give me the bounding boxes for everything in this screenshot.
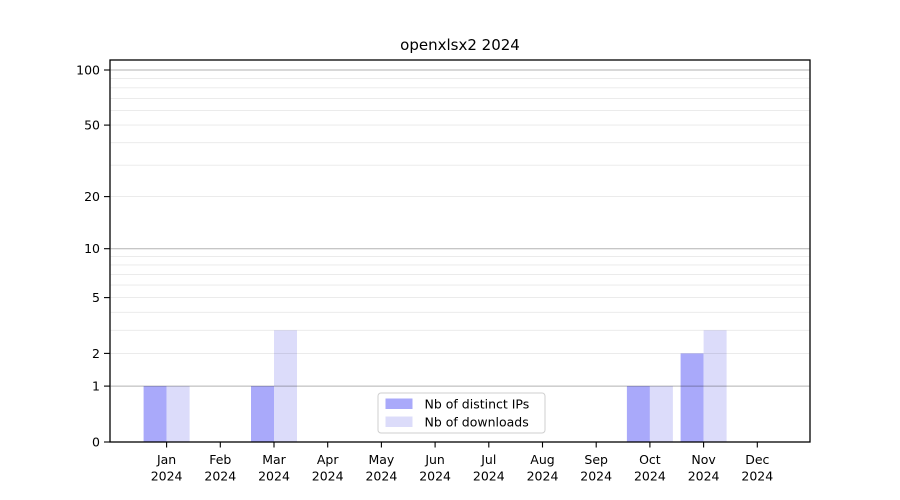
x-tick-label: Jul 2024 <box>473 452 505 484</box>
x-tick-year: 2024 <box>365 469 397 484</box>
y-tick-label: 1 <box>92 379 100 394</box>
y-tick-label: 10 <box>84 241 100 256</box>
x-tick-month: Oct <box>639 452 661 467</box>
chart-title: openxlsx2 2024 <box>400 36 520 54</box>
bar-nb-of-downloads-oct <box>649 386 673 442</box>
x-tick-month: Nov <box>691 452 716 467</box>
bar-nb-of-distinct-ips-mar <box>251 386 274 442</box>
y-tick-label: 100 <box>76 62 100 77</box>
x-tick-label: Nov 2024 <box>688 452 720 484</box>
x-tick-month: Jul <box>480 452 496 467</box>
y-axis: 0 1 2 5 10 20 50 100 <box>76 62 110 449</box>
x-tick-year: 2024 <box>258 469 290 484</box>
x-tick-month: Mar <box>262 452 286 467</box>
x-tick-label: Aug 2024 <box>527 452 559 484</box>
x-tick-month: Jun <box>424 452 445 467</box>
x-tick-month: May <box>368 452 394 467</box>
x-tick-month: Aug <box>530 452 554 467</box>
x-tick-label: Sep 2024 <box>580 452 612 484</box>
x-tick-year: 2024 <box>204 469 236 484</box>
x-tick-year: 2024 <box>312 469 344 484</box>
legend-swatch-nb-of-downloads <box>385 416 413 427</box>
bar-nb-of-downloads-jan <box>166 386 190 442</box>
gridlines-group <box>110 69 810 387</box>
plot-border <box>109 59 811 443</box>
bar-nb-of-distinct-ips-nov <box>680 353 704 442</box>
x-tick-label: Feb 2024 <box>204 452 236 484</box>
bar-nb-of-distinct-ips-jan <box>143 386 167 442</box>
legend-box <box>377 392 546 434</box>
x-tick-month: Apr <box>317 452 339 467</box>
x-tick-label: Dec 2024 <box>741 452 773 484</box>
legend-swatch-nb-of-distinct-ips <box>385 398 413 409</box>
legend: Nb of distinct IPs Nb of downloads <box>377 392 546 434</box>
y-tick-label: 2 <box>92 346 100 361</box>
x-tick-label: Apr 2024 <box>312 452 344 484</box>
x-axis: Jan 2024 Feb 2024 Mar 2024 Apr 2024 May 2024 Jun 20… <box>151 442 773 484</box>
x-tick-year: 2024 <box>741 469 773 484</box>
x-tick-label: Jan 2024 <box>151 452 183 484</box>
x-tick-year: 2024 <box>634 469 666 484</box>
x-tick-year: 2024 <box>580 469 612 484</box>
x-tick-year: 2024 <box>688 469 720 484</box>
bar-nb-of-distinct-ips-oct <box>626 386 650 442</box>
y-tick-label: 0 <box>92 434 100 449</box>
x-tick-label: Mar 2024 <box>258 452 290 484</box>
x-tick-year: 2024 <box>527 469 559 484</box>
x-tick-month: Feb <box>209 452 231 467</box>
x-tick-label: Jun 2024 <box>419 452 451 484</box>
legend-label: Nb of downloads <box>425 415 529 430</box>
x-tick-month: Dec <box>745 452 769 467</box>
x-tick-year: 2024 <box>151 469 183 484</box>
x-tick-year: 2024 <box>419 469 451 484</box>
y-tick-label: 20 <box>84 189 100 204</box>
x-tick-label: May 2024 <box>365 452 397 484</box>
bar-nb-of-downloads-mar <box>274 330 297 442</box>
bar-nb-of-downloads-nov <box>703 330 727 442</box>
y-tick-label: 5 <box>92 290 100 305</box>
x-tick-label: Oct 2024 <box>634 452 666 484</box>
x-tick-month: Sep <box>584 452 608 467</box>
x-tick-month: Jan <box>156 452 176 467</box>
y-tick-label: 50 <box>84 118 100 133</box>
bars-group <box>143 330 727 442</box>
legend-label: Nb of distinct IPs <box>425 397 530 412</box>
x-tick-year: 2024 <box>473 469 505 484</box>
